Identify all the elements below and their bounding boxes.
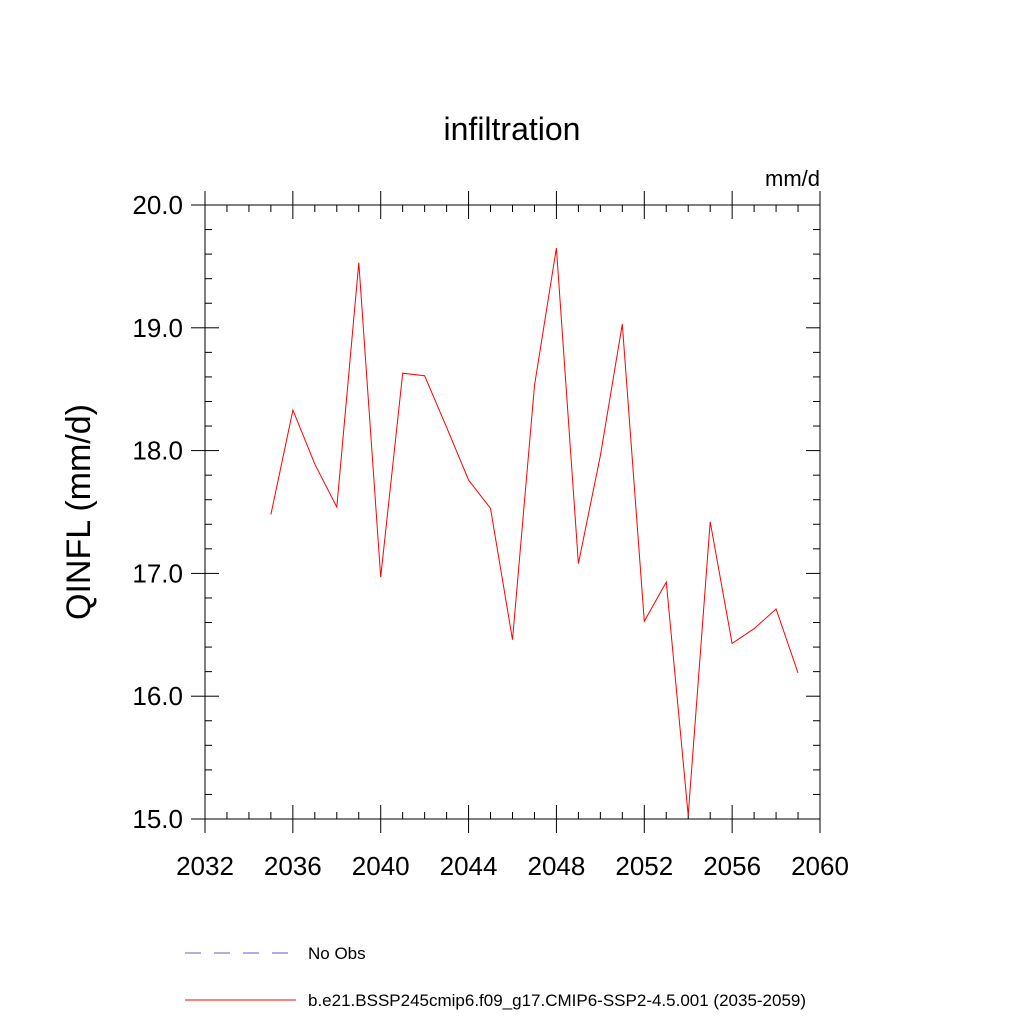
y-tick-label: 15.0 <box>132 804 183 834</box>
y-tick-label: 20.0 <box>132 190 183 220</box>
series-group <box>270 247 799 816</box>
legend-label: b.e21.BSSP245cmip6.f09_g17.CMIP6-SSP2-4.… <box>308 991 806 1010</box>
units-label: mm/d <box>765 166 820 191</box>
x-tick-label: 2056 <box>703 851 761 881</box>
x-axis-ticks: 2032 2036 2040 2044 2048 2052 2056 2060 <box>176 191 849 881</box>
x-tick-label: 2032 <box>176 851 234 881</box>
x-tick-label: 2040 <box>352 851 410 881</box>
x-tick-label: 2052 <box>615 851 673 881</box>
y-tick-label: 17.0 <box>132 558 183 588</box>
chart-title: infiltration <box>444 111 581 147</box>
y-axis-ticks: 15.0 16.0 17.0 18.0 19.0 20.0 <box>132 190 820 834</box>
x-tick-label: 2060 <box>791 851 849 881</box>
y-tick-label: 19.0 <box>132 313 183 343</box>
legend: No Obs b.e21.BSSP245cmip6.f09_g17.CMIP6-S… <box>185 944 806 1010</box>
y-tick-label: 16.0 <box>132 681 183 711</box>
plot-frame <box>204 204 821 820</box>
series-line <box>270 247 799 816</box>
x-tick-label: 2048 <box>528 851 586 881</box>
y-axis-label: QINFL (mm/d) <box>60 404 98 620</box>
x-tick-label: 2044 <box>440 851 498 881</box>
x-tick-label: 2036 <box>264 851 322 881</box>
y-tick-label: 18.0 <box>132 436 183 466</box>
legend-label: No Obs <box>308 944 366 963</box>
